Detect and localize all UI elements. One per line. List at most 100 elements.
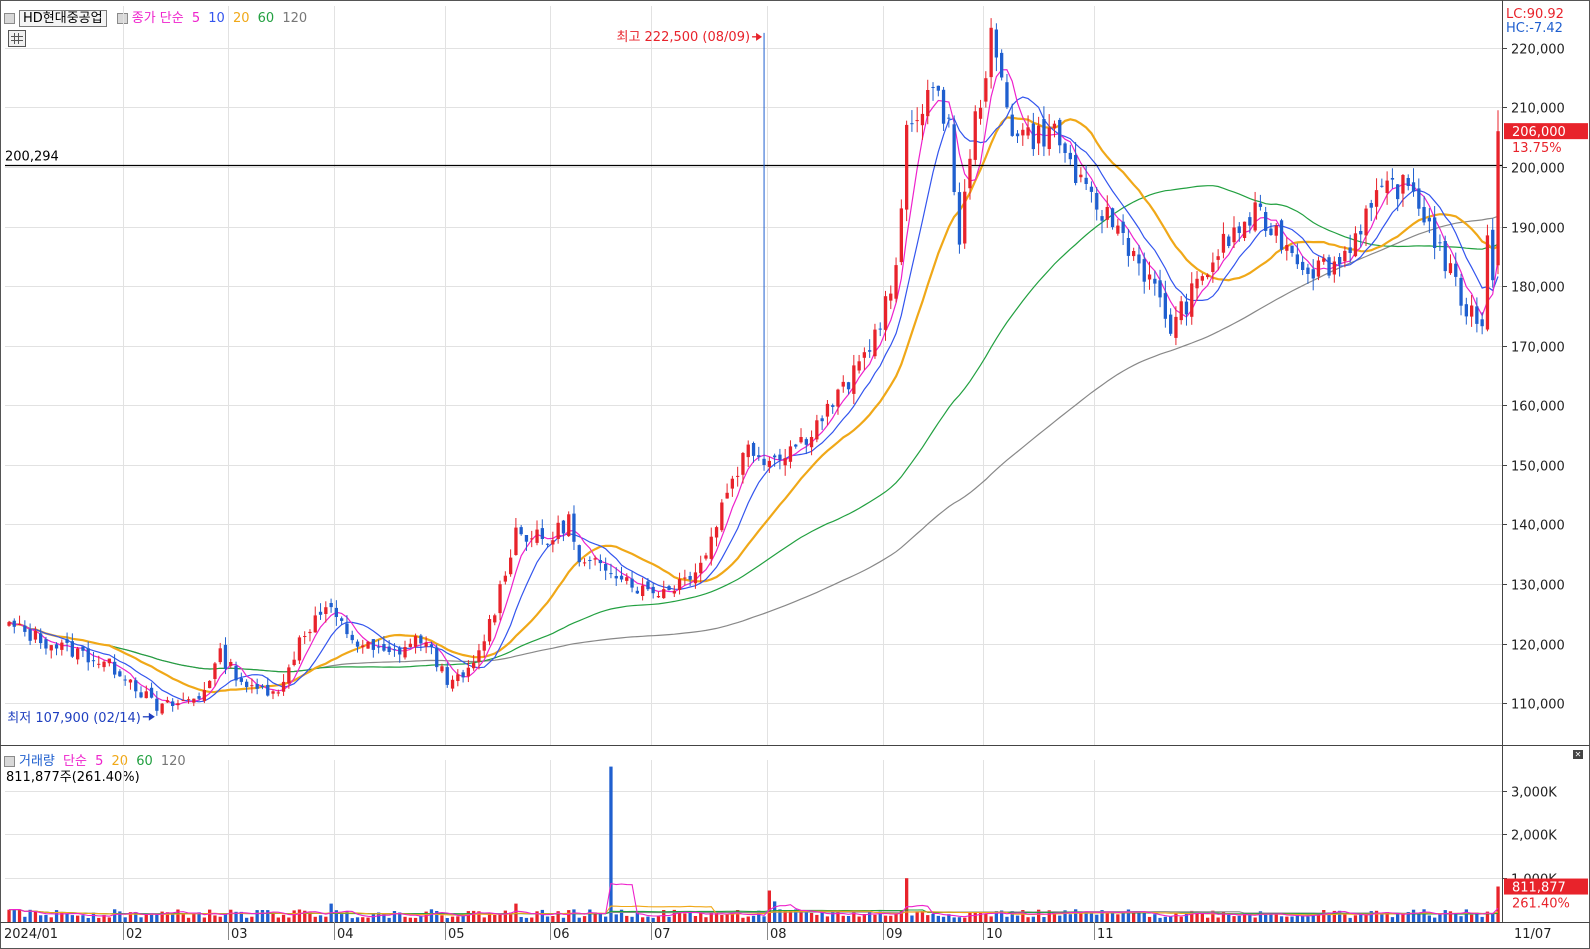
candle-body (1005, 82, 1009, 108)
candle (7, 620, 11, 627)
candle (561, 519, 566, 542)
volume-bar (461, 914, 465, 922)
candle-body (1406, 178, 1410, 186)
candle-body (1306, 267, 1310, 274)
candle (1137, 244, 1141, 276)
volume-bar (1274, 913, 1278, 922)
candle (134, 677, 138, 699)
candle (989, 18, 993, 89)
volume-bar (1417, 914, 1421, 922)
candle (1258, 194, 1263, 211)
ma10-legend: 10 (208, 11, 225, 26)
candle-body (1248, 217, 1252, 226)
candle-body (1021, 129, 1025, 136)
symbol-menu-icon[interactable] (4, 13, 15, 24)
y-tick-label: 140,000 (1511, 519, 1565, 534)
candle-body (614, 576, 618, 579)
candle (545, 543, 550, 548)
volume-bar (1000, 910, 1004, 922)
candle-body (1485, 235, 1490, 330)
volume-bar (1385, 912, 1389, 922)
volume-bar (424, 911, 428, 922)
volume-bar (234, 911, 238, 922)
candle-body (931, 87, 935, 88)
candle-body (1369, 203, 1373, 208)
candle-body (1052, 123, 1057, 129)
volume-bar (567, 910, 571, 922)
volume-bar (487, 913, 492, 922)
candle (387, 640, 391, 655)
candle-body (836, 389, 840, 407)
candle-body (255, 684, 259, 689)
candle-body (730, 478, 734, 489)
candle-body (1253, 202, 1257, 231)
candle (1037, 116, 1041, 156)
volume-bar (1026, 917, 1030, 922)
candle-body (751, 443, 756, 456)
volume-bar (387, 917, 391, 922)
volume-menu-icon[interactable] (4, 756, 15, 767)
candle (1227, 234, 1231, 249)
candle-body (1010, 114, 1014, 136)
candle (223, 637, 228, 675)
volume-bar (250, 916, 254, 922)
grid-toggle-icon[interactable] (8, 30, 26, 47)
volume-bar (683, 913, 687, 922)
volume-bar (371, 913, 375, 922)
candle-body (260, 685, 265, 688)
candle (1311, 259, 1315, 291)
candle (984, 71, 988, 108)
candle-body (1000, 52, 1004, 78)
volume-bar (97, 917, 101, 922)
volume-bar (60, 912, 64, 922)
symbol-title[interactable]: HD현대중공업 (19, 10, 107, 27)
candle (260, 684, 265, 690)
candle (1206, 273, 1210, 280)
volume-bar (1074, 909, 1078, 922)
volume-bar (171, 912, 175, 922)
volume-bar (1211, 910, 1215, 922)
candle (1242, 221, 1247, 242)
volume-bar (561, 917, 566, 922)
volume-bar (419, 915, 423, 922)
candle (551, 531, 555, 553)
candle-body (1295, 254, 1299, 265)
candle-body (641, 585, 645, 596)
candle-body (81, 646, 85, 651)
candle (1052, 120, 1057, 138)
candle-body (1396, 184, 1400, 200)
candle (245, 679, 249, 693)
volume-bar (1258, 911, 1263, 922)
candle (1475, 297, 1479, 333)
volume-bar (313, 916, 317, 922)
candle (17, 615, 22, 626)
candle-body (1470, 305, 1474, 317)
candle-body (1454, 263, 1458, 277)
candle (292, 651, 296, 667)
volume-bar (551, 916, 555, 922)
candle-body (635, 590, 639, 594)
volume-bar (619, 909, 624, 922)
volume-bar (915, 911, 919, 922)
volume-bar (155, 914, 159, 922)
candle (667, 584, 671, 591)
indicator-menu-icon[interactable] (116, 13, 128, 24)
candle-body (1301, 261, 1305, 270)
volume-bar (709, 912, 713, 922)
candle (413, 633, 418, 654)
candle-body (1264, 212, 1268, 231)
candle (1306, 263, 1310, 284)
candle-body (297, 637, 302, 661)
volume-bar (139, 917, 143, 922)
candle (699, 555, 703, 583)
candle (978, 99, 983, 125)
candle (181, 692, 185, 702)
candle-body (588, 560, 592, 561)
volume-close-icon[interactable]: ✕ (1573, 750, 1583, 759)
candle (709, 527, 713, 566)
volume-bar (1454, 914, 1458, 922)
volume-bar (450, 916, 455, 922)
candle (614, 567, 618, 586)
x-tick-label: 09 (886, 927, 903, 942)
volume-bar (44, 914, 48, 922)
